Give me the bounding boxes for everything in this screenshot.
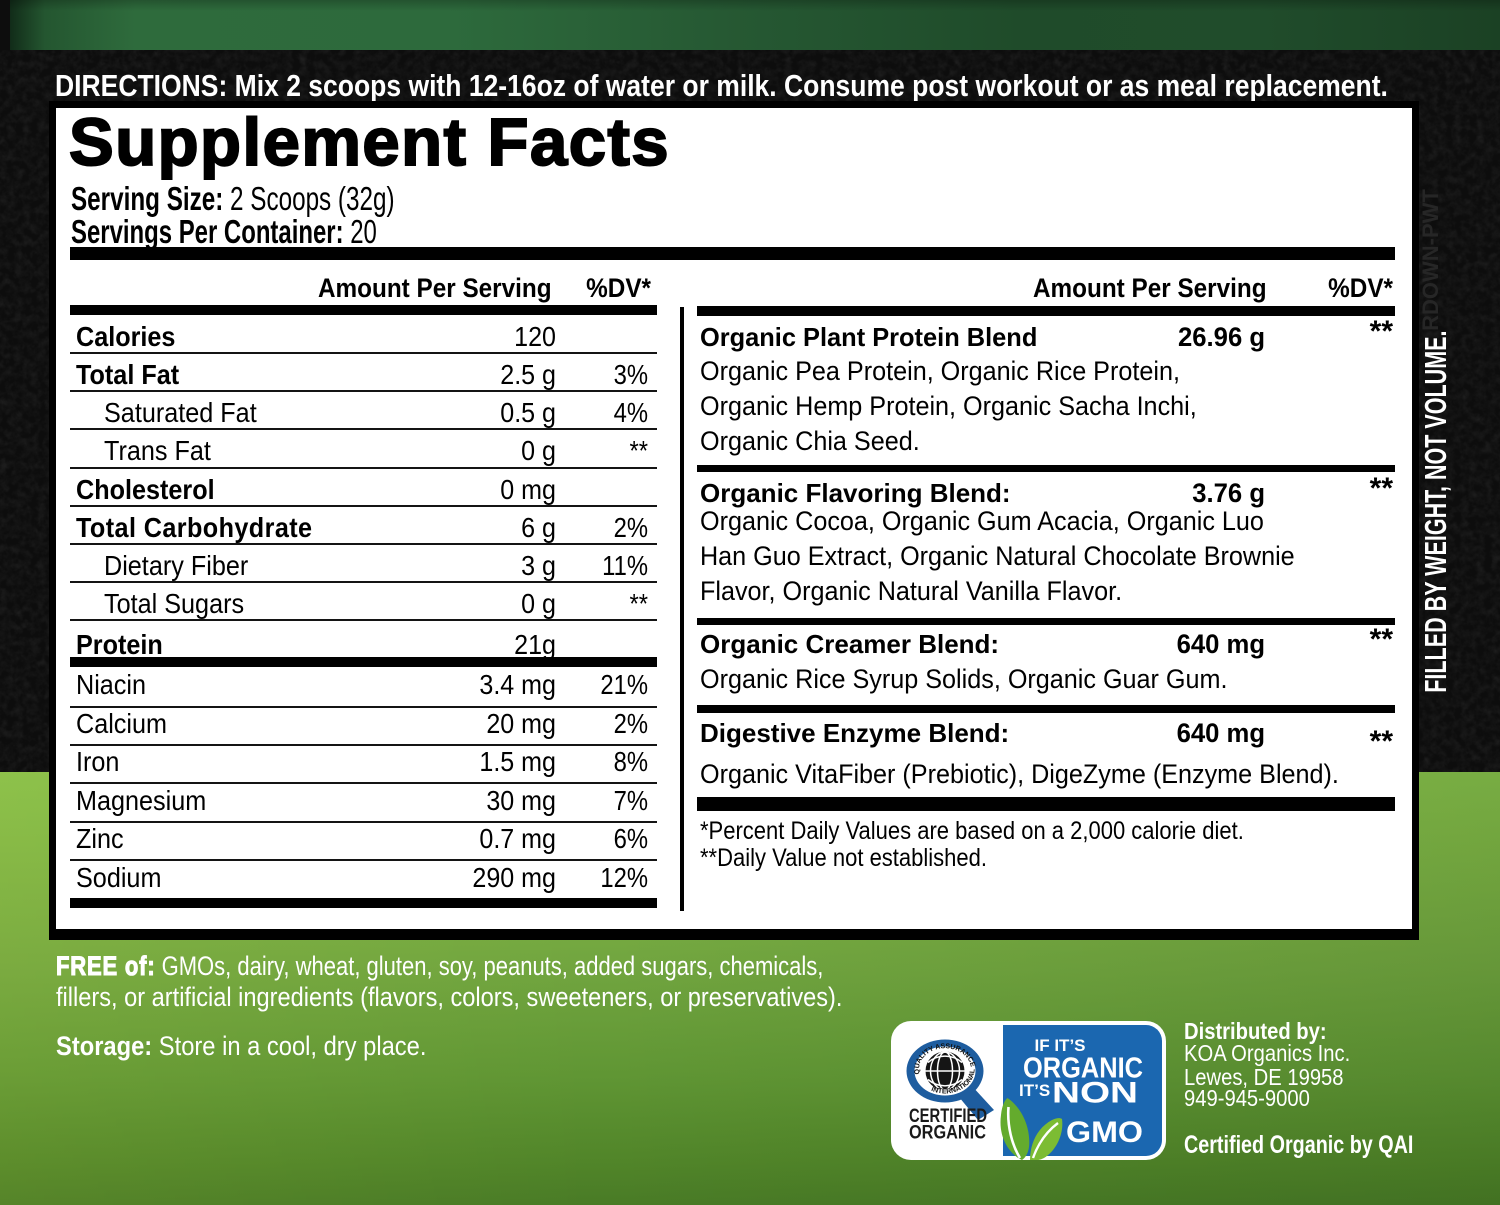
svg-text:GMO: GMO	[1066, 1116, 1143, 1149]
svg-text:IT’S: IT’S	[1019, 1081, 1050, 1100]
svg-text:IF IT’S: IF IT’S	[1035, 1036, 1086, 1055]
svg-text:ORGANIC: ORGANIC	[909, 1123, 986, 1144]
svg-text:CERTIFIED: CERTIFIED	[909, 1106, 987, 1127]
svg-text:NON: NON	[1052, 1077, 1138, 1110]
svg-text:ORGANIC: ORGANIC	[1023, 1053, 1143, 1085]
